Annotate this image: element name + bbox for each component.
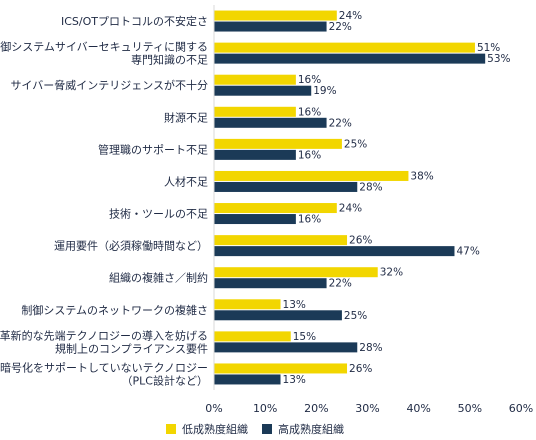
x-tick-label-5: 50%	[458, 402, 482, 415]
value-label-high-10: 28%	[359, 342, 382, 354]
bar-group	[214, 10, 486, 385]
bar-high-10	[214, 342, 358, 353]
bar-high-8	[214, 278, 327, 289]
legend-label-high: 高成熟度組織	[278, 422, 344, 436]
value-label-low-8: 32%	[380, 267, 403, 279]
value-label-high-6: 16%	[298, 214, 321, 226]
value-label-high-5: 28%	[359, 181, 382, 193]
bar-high-1	[214, 53, 486, 64]
value-label-high-2: 19%	[313, 85, 336, 97]
category-label-8: 組織の複雑さ／制約	[109, 271, 208, 285]
bar-high-11	[214, 374, 281, 385]
bar-low-7	[214, 235, 348, 246]
bar-high-3	[214, 117, 327, 128]
bar-low-6	[214, 203, 337, 214]
value-label-low-10: 15%	[293, 331, 316, 343]
value-label-low-11: 26%	[349, 363, 372, 375]
category-label-5: 人材不足	[164, 174, 208, 188]
bar-low-3	[214, 106, 296, 117]
bar-low-0	[214, 10, 337, 21]
value-label-low-9: 13%	[283, 299, 306, 311]
value-label-low-6: 24%	[339, 203, 362, 215]
bar-high-5	[214, 181, 358, 192]
value-label-low-2: 16%	[298, 74, 321, 86]
value-label-high-9: 25%	[344, 310, 367, 322]
bar-high-2	[214, 85, 312, 96]
value-label-low-7: 26%	[349, 235, 372, 247]
x-tick-label-1: 10%	[253, 402, 277, 415]
bar-low-11	[214, 363, 348, 374]
bar-low-9	[214, 299, 281, 310]
x-tick-label-6: 60%	[509, 402, 533, 415]
bar-high-6	[214, 214, 296, 225]
legend-swatch-high	[262, 424, 272, 434]
category-labels: ICS/OTプロトコルの不安定さ制御システムサイバーセキュリティに関する専門知識…	[0, 14, 208, 387]
category-label-6: 技術・ツールの不足	[109, 208, 208, 221]
category-label-2: サイバー脅威インテリジェンスが不十分	[10, 78, 208, 92]
legend-label-low: 低成熟度組織	[182, 422, 248, 436]
category-label-4: 管理職のサポート不足	[98, 142, 208, 156]
value-label-low-5: 38%	[410, 170, 433, 182]
bar-high-7	[214, 246, 455, 257]
bar-low-8	[214, 267, 378, 278]
category-label-9: 制御システムのネットワークの複雑さ	[21, 303, 208, 317]
category-label-0: ICS/OTプロトコルの不安定さ	[61, 14, 208, 28]
category-label-7: 運用要件（必須稼働時間など）	[54, 239, 208, 253]
value-label-high-0: 22%	[329, 21, 352, 33]
value-label-low-3: 16%	[298, 106, 321, 118]
category-label-1-line2: 専門知識の不足	[131, 53, 208, 67]
value-label-high-8: 22%	[329, 278, 352, 290]
bar-high-9	[214, 310, 342, 321]
legend-swatch-low	[166, 424, 176, 434]
bar-low-5	[214, 170, 409, 181]
bar-low-4	[214, 138, 342, 149]
x-axis: 0% 10% 20% 30% 40% 50% 60%	[205, 5, 533, 415]
category-label-1-line1: 制御システムサイバーセキュリティに関する	[0, 40, 208, 54]
category-label-3: 財源不足	[164, 110, 208, 124]
x-tick-label-3: 30%	[355, 402, 379, 415]
x-tick-label-4: 40%	[406, 402, 430, 415]
value-label-high-7: 47%	[456, 246, 479, 258]
category-label-10-line2: 規制上のコンプライアンス要件	[55, 341, 208, 355]
value-label-low-1: 51%	[477, 42, 500, 54]
value-label-high-3: 22%	[329, 117, 352, 129]
legend: 低成熟度組織 高成熟度組織	[166, 422, 344, 436]
bar-high-4	[214, 149, 296, 160]
bar-low-2	[214, 74, 296, 85]
x-tick-label-0: 0%	[205, 402, 222, 415]
bar-low-10	[214, 331, 291, 342]
bar-low-1	[214, 42, 475, 53]
category-label-10-line1: 革新的な先端テクノロジーの導入を妨げる	[0, 328, 208, 342]
value-label-high-11: 13%	[283, 374, 306, 386]
value-label-high-1: 53%	[487, 53, 510, 65]
category-label-11-line1: 暗号化をサポートしていないテクノロジー	[0, 360, 208, 374]
x-tick-label-2: 20%	[304, 402, 328, 415]
bar-high-0	[214, 21, 327, 32]
value-label-low-0: 24%	[339, 10, 362, 22]
category-label-11-line2: （PLC設計など）	[122, 373, 208, 387]
value-label-high-4: 16%	[298, 149, 321, 161]
value-labels: 24%22%51%53%16%19%16%22%25%16%38%28%24%1…	[283, 10, 511, 386]
value-label-low-4: 25%	[344, 138, 367, 150]
